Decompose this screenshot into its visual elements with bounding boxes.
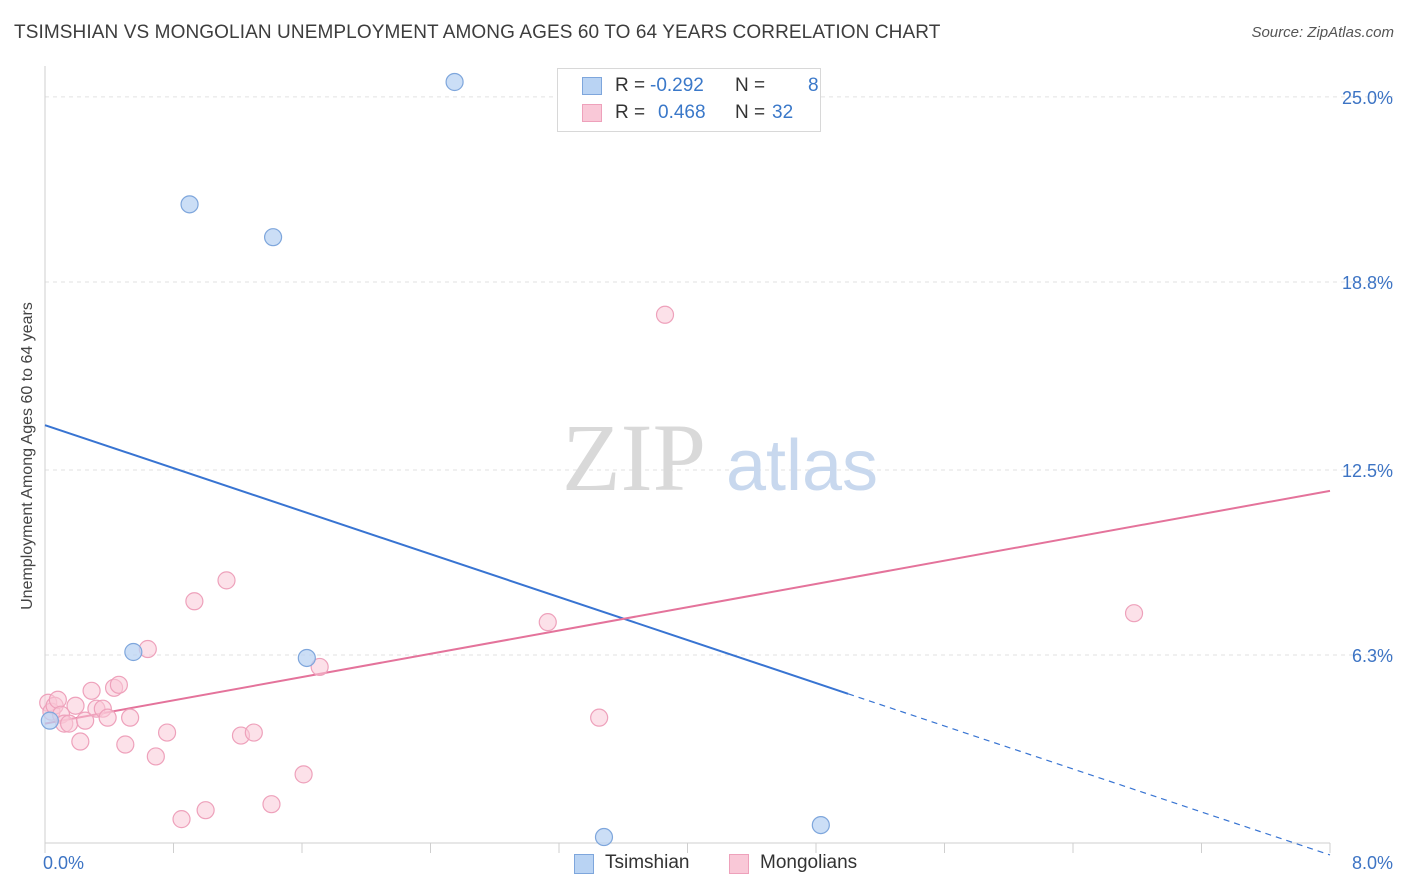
mongolians-point [538,613,557,632]
mongolians-point [66,696,85,715]
y-tick-label: 18.8% [1342,273,1393,293]
mongolians-swatch [582,104,602,122]
r-value: 0.468 [658,102,706,123]
n-label: N = [735,102,766,123]
r-label: R = [615,102,646,123]
mongolians-point [1124,604,1144,623]
stats-legend: R = -0.292 N = 8 R = 0.468 N = 32 [557,68,821,132]
n-value: 8 [808,75,819,96]
mongolians-point [196,801,215,820]
tick-labels: 6.3% 12.5% 18.8% 25.0% 0.0% 8.0% [43,88,1393,873]
mongolians-point [76,711,95,730]
mongolians-point [310,657,329,677]
mongolians-legend-label: Mongolians [760,852,858,873]
mongolians-point [109,675,128,694]
mongolians-point [98,708,117,727]
r-value: -0.292 [650,75,704,96]
watermark: ZIP atlas [562,404,878,511]
tsimshian-swatch [582,77,602,95]
mongolians-legend-swatch [729,854,749,874]
mongolians-point [217,571,236,590]
mongolians-point [59,714,79,733]
x-tick-label: 0.0% [43,853,84,873]
gridlines [45,96,1395,656]
y-tick-label: 6.3% [1352,646,1393,666]
mongolians-point [185,592,204,611]
tsimshian-point [124,642,143,662]
mongolians-point [172,810,191,829]
mongolians-point [655,305,675,324]
mongolians-point [244,723,263,742]
mongolians-point [590,708,609,727]
mongolians-point [48,690,67,709]
mongolians-point [157,723,177,742]
tsimshian-point [445,72,464,92]
tsimshian-legend-label: Tsimshian [605,852,690,873]
n-label: N = [735,75,766,96]
mongolians-point [294,765,313,784]
r-label: R = [615,75,646,96]
tsimshian-point [40,711,59,730]
tsimshian-trend-line [44,424,849,695]
y-tick-label: 12.5% [1342,461,1393,481]
tsimshian-point [297,648,316,668]
x-tick-label: 8.0% [1352,853,1393,873]
trend-lines [44,424,1331,856]
mongolians-point [116,735,135,754]
tsimshian-point [263,228,283,247]
mongolians-point [146,747,165,766]
mongolians-point [121,708,140,727]
tsimshian-trend-extension [847,693,1331,856]
n-value: 32 [772,102,794,123]
mongolians-point [82,681,101,700]
tsimshian-point [180,195,199,214]
tsimshian-point [811,815,830,835]
y-axis-label: Unemployment Among Ages 60 to 64 years [19,302,36,610]
source-label: Source: ZipAtlas.com [1251,24,1394,41]
y-tick-label: 25.0% [1342,88,1393,108]
chart-title: TSIMSHIAN VS MONGOLIAN UNEMPLOYMENT AMON… [14,22,941,43]
data-points [39,72,1144,847]
watermark-zip: ZIP [562,404,706,511]
tsimshian-point [594,827,614,847]
mongolians-point [71,732,90,751]
watermark-atlas: atlas [726,426,878,506]
mongolians-trend-line [44,489,1331,725]
tsimshian-legend-swatch [574,854,594,874]
mongolians-point [262,795,281,814]
